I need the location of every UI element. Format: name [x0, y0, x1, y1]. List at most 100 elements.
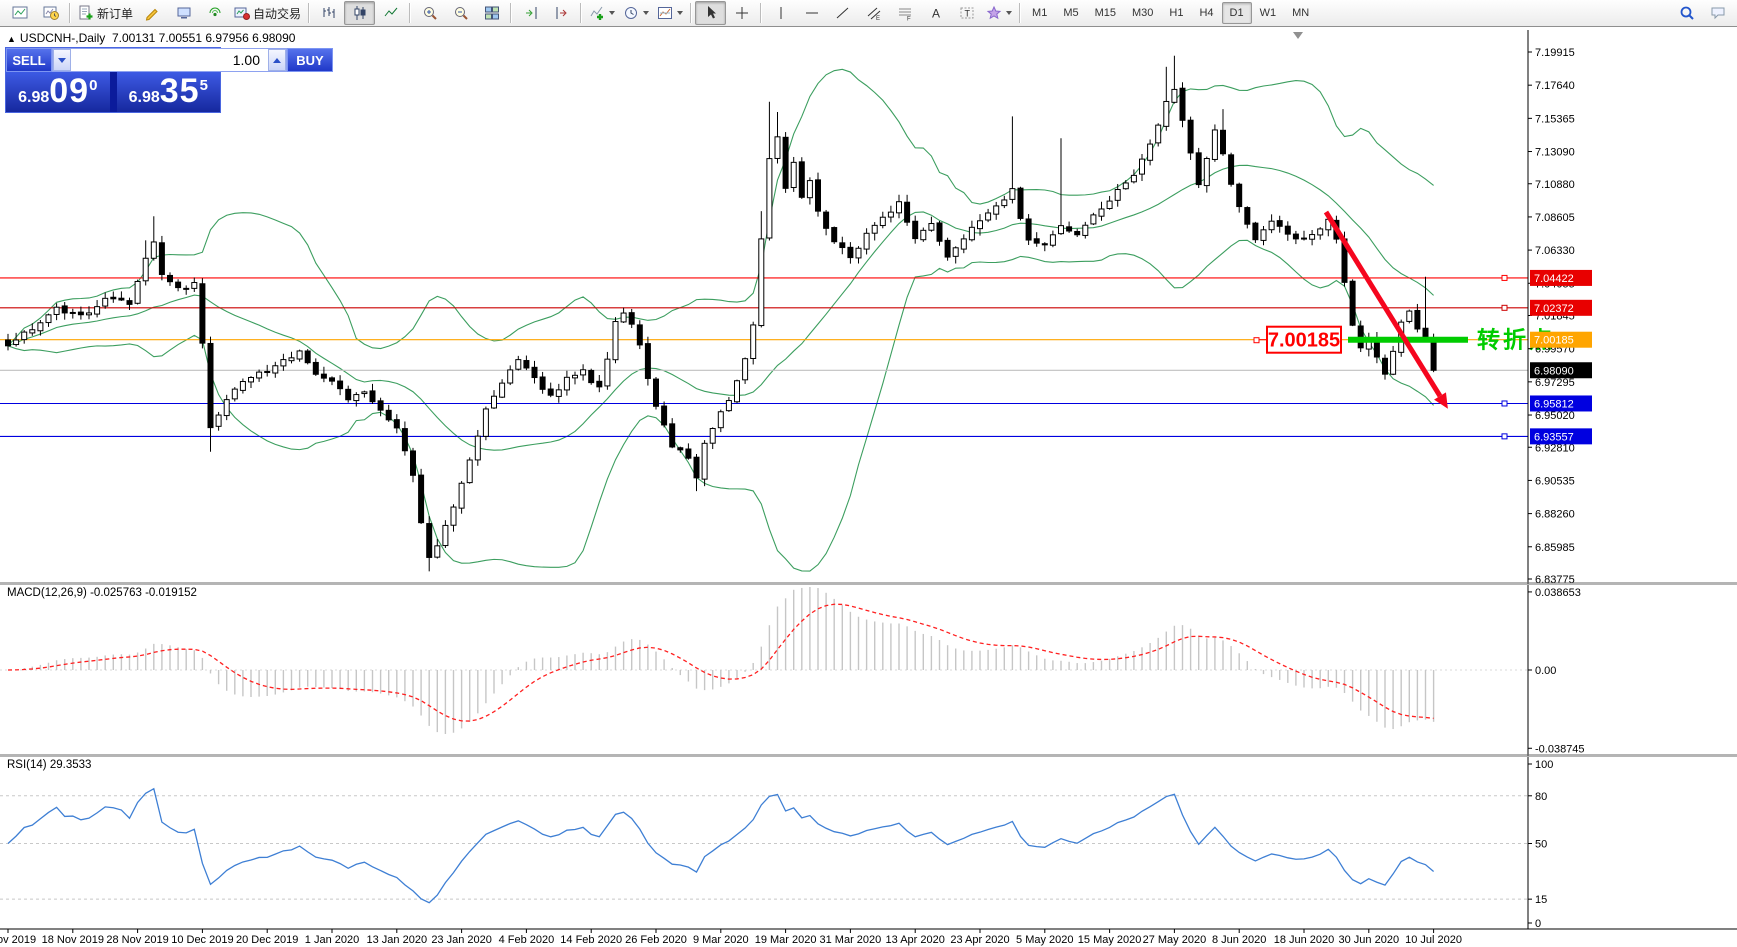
rsi-indicator-label: RSI(14) 29.3533: [7, 759, 92, 771]
bar-chart-icon: [321, 5, 337, 21]
tile-windows-button[interactable]: [476, 1, 507, 25]
text-label-icon: T: [959, 5, 975, 21]
svg-text:10 Dec 2019: 10 Dec 2019: [171, 934, 233, 946]
toolbar-separator: [760, 3, 763, 23]
crosshair-button[interactable]: [726, 1, 757, 25]
zoom-out-button[interactable]: [445, 1, 476, 25]
svg-text:19 Mar 2020: 19 Mar 2020: [755, 934, 817, 946]
svg-text:-0.038745: -0.038745: [1535, 743, 1585, 755]
svg-text:15 May 2020: 15 May 2020: [1078, 934, 1142, 946]
svg-text:7.13090: 7.13090: [1535, 147, 1575, 159]
vertical-line-button[interactable]: [765, 1, 796, 25]
autotrading-button[interactable]: 自动交易: [230, 1, 305, 25]
svg-text:50: 50: [1535, 839, 1547, 851]
channel-button[interactable]: E: [858, 1, 889, 25]
toolbar-separator: [510, 3, 513, 23]
timeframe-h4[interactable]: H4: [1199, 7, 1214, 19]
auto-scroll-button[interactable]: [515, 1, 546, 25]
buy-price-big: 35: [159, 72, 200, 110]
timeframe-h1[interactable]: H1: [1169, 7, 1184, 19]
chart-shift-icon: [554, 5, 570, 21]
sell-price-big: 09: [49, 72, 90, 110]
text-label-button[interactable]: T: [951, 1, 982, 25]
channel-icon: E: [866, 5, 882, 21]
timeframe-m30[interactable]: M30: [1132, 7, 1154, 19]
volume-increase-button[interactable]: [268, 49, 286, 71]
autotrading-label: 自动交易: [253, 6, 302, 21]
svg-text:7.10880: 7.10880: [1535, 179, 1575, 191]
svg-text:8 Jun 2020: 8 Jun 2020: [1212, 934, 1266, 946]
zoom-out-icon: [453, 5, 469, 21]
horizontal-line-button[interactable]: [796, 1, 827, 25]
fibonacci-button[interactable]: F: [889, 1, 920, 25]
autotrading-icon: [234, 5, 251, 21]
svg-text:28 Nov 2019: 28 Nov 2019: [106, 934, 168, 946]
search-button[interactable]: [1671, 1, 1702, 25]
zoom-in-icon: [422, 5, 438, 21]
volume-decrease-button[interactable]: [53, 49, 71, 71]
terminal-button[interactable]: [168, 1, 199, 25]
timeframe-w1[interactable]: W1: [1259, 7, 1277, 19]
bar-chart-button[interactable]: [313, 1, 344, 25]
timeframe-d1[interactable]: D1: [1221, 2, 1252, 24]
horizontal-line-icon: [804, 5, 820, 21]
timeframe-m15[interactable]: M15: [1094, 7, 1116, 19]
toolbar-separator: [308, 3, 311, 23]
metaeditor-button[interactable]: [137, 1, 168, 25]
new-order-label: 新订单: [97, 6, 134, 21]
auto-scroll-icon: [523, 5, 539, 21]
timeframe-mn[interactable]: MN: [1292, 7, 1310, 19]
text-button[interactable]: A: [920, 1, 951, 25]
indicators-button[interactable]: [585, 1, 619, 25]
svg-text:6.92810: 6.92810: [1535, 442, 1575, 454]
svg-text:0.038653: 0.038653: [1535, 587, 1581, 599]
buy-price-small: 6.98: [128, 89, 160, 106]
svg-text:E: E: [876, 16, 880, 21]
crosshair-icon: [734, 5, 750, 21]
terminal-icon: [176, 5, 192, 21]
arrows-shapes-button[interactable]: [982, 1, 1016, 25]
line-chart-button[interactable]: [375, 1, 406, 25]
sell-price-button[interactable]: 6.98 09 0: [6, 72, 110, 112]
macd-indicator-label: MACD(12,26,9) -0.025763 -0.019152: [7, 587, 197, 599]
candlestick-chart-button[interactable]: [344, 1, 376, 25]
metaeditor-icon: [145, 5, 161, 21]
timeframe-m5[interactable]: M5: [1063, 7, 1079, 19]
svg-text:13 Jan 2020: 13 Jan 2020: [367, 934, 428, 946]
timeframe-m1[interactable]: M1: [1032, 7, 1048, 19]
svg-text:6.85985: 6.85985: [1535, 542, 1575, 554]
periods-button[interactable]: [619, 1, 653, 25]
chart-shift-button[interactable]: [546, 1, 577, 25]
buy-button[interactable]: BUY: [287, 48, 333, 72]
svg-text:6.98090: 6.98090: [1534, 365, 1574, 377]
svg-text:7.00185: 7.00185: [1534, 335, 1574, 347]
svg-text:23 Jan 2020: 23 Jan 2020: [431, 934, 492, 946]
svg-text:27 May 2020: 27 May 2020: [1143, 934, 1207, 946]
svg-text:26 Feb 2020: 26 Feb 2020: [625, 934, 687, 946]
new-order-icon: [78, 5, 94, 21]
cursor-button[interactable]: [695, 1, 727, 25]
trendline-button[interactable]: [827, 1, 858, 25]
svg-text:14 Feb 2020: 14 Feb 2020: [560, 934, 622, 946]
volume-input[interactable]: [71, 49, 268, 71]
zoom-in-button[interactable]: [414, 1, 445, 25]
svg-text:7.06330: 7.06330: [1535, 245, 1575, 257]
svg-text:7.17640: 7.17640: [1535, 80, 1575, 92]
profiles-button[interactable]: [35, 1, 66, 25]
templates-button[interactable]: [653, 1, 687, 25]
sell-button[interactable]: SELL: [6, 48, 52, 72]
spinner-up-icon: [273, 57, 281, 63]
toolbar-separator: [69, 3, 71, 23]
toolbar-separator: [690, 3, 693, 23]
signals-button[interactable]: [199, 1, 230, 25]
toolbar-separator: [409, 3, 412, 23]
volume-spinner: [52, 48, 287, 72]
svg-text:6.90535: 6.90535: [1535, 475, 1575, 487]
new-order-button[interactable]: 新订单: [74, 1, 137, 25]
community-chat-button[interactable]: [1702, 1, 1733, 25]
buy-price-button[interactable]: 6.98 35 5: [116, 72, 220, 112]
new-chart-button[interactable]: [4, 1, 35, 25]
collapse-triangle-icon: ▲: [7, 34, 16, 44]
